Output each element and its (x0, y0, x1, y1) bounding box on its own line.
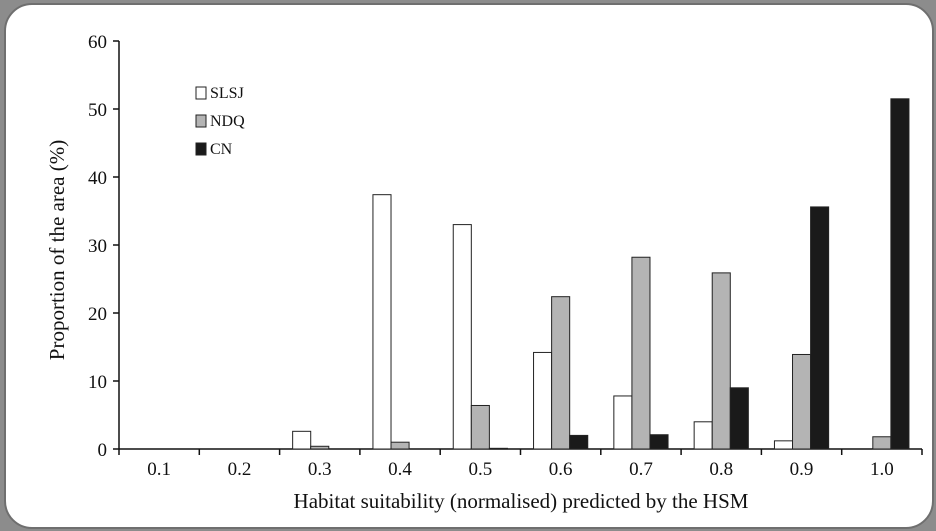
x-tick-label: 0.9 (790, 459, 814, 480)
x-tick-label: 0.6 (549, 459, 573, 480)
bar-cn-0.5 (488, 447, 508, 450)
bar-cn-0.8 (729, 387, 749, 450)
chart-axes: 0 10 20 30 40 50 60 0.1 0.2 0.3 0.4 0.5 0.6 0.7 0.8 0.9… (88, 32, 923, 480)
bar-slsj-0.3 (292, 430, 312, 450)
x-tick-label: 0.5 (468, 459, 492, 480)
y-tick-label: 20 (88, 304, 107, 325)
x-tick-label: 0.3 (308, 459, 332, 480)
bar-ndq-0.8 (711, 272, 731, 450)
x-tick-label: 0.7 (629, 459, 653, 480)
chart-bars (292, 98, 910, 450)
x-tick-label: 0.4 (388, 459, 412, 480)
bar-cn-1.0 (890, 98, 910, 450)
y-axis-label: Proportion of the area (%) (45, 140, 69, 360)
legend-swatch-slsj (195, 86, 207, 100)
bar-cn-0.6 (569, 434, 589, 450)
legend-swatch-ndq (195, 114, 207, 128)
x-tick-label: 0.2 (228, 459, 252, 480)
bar-ndq-0.3 (310, 445, 330, 450)
bar-slsj-0.7 (613, 395, 633, 450)
y-tick-label: 50 (88, 100, 107, 121)
bar-slsj-0.9 (773, 440, 794, 450)
x-tick-label: 0.8 (709, 459, 733, 480)
bar-slsj-0.6 (533, 351, 553, 450)
bar-ndq-0.7 (631, 256, 651, 450)
x-tick-label: 0.1 (147, 459, 171, 480)
bar-ndq-1.0 (872, 436, 892, 450)
y-tick-label: 0 (98, 440, 108, 461)
y-tick-label: 60 (88, 32, 107, 53)
x-axis-label: Habitat suitability (normalised) predict… (294, 489, 749, 513)
bar-slsj-0.8 (693, 421, 713, 450)
legend-label-cn: CN (210, 141, 233, 158)
bar-ndq-0.9 (792, 353, 812, 450)
bar-slsj-0.4 (372, 194, 392, 450)
y-tick-label: 30 (88, 236, 107, 257)
bar-slsj-0.5 (452, 224, 472, 450)
x-tick-label: 1.0 (870, 459, 894, 480)
legend-label-ndq: NDQ (210, 113, 245, 130)
bar-cn-0.7 (649, 434, 669, 450)
bar-cn-0.9 (810, 206, 830, 450)
bar-ndq-0.4 (390, 441, 410, 450)
chart-legend: SLSJ NDQ CN (195, 85, 245, 158)
bar-ndq-0.5 (470, 404, 490, 450)
y-tick-label: 10 (88, 372, 107, 393)
legend-label-slsj: SLSJ (210, 85, 244, 102)
legend-swatch-cn (195, 142, 207, 156)
bar-ndq-0.6 (551, 296, 571, 450)
y-tick-label: 40 (88, 168, 107, 189)
